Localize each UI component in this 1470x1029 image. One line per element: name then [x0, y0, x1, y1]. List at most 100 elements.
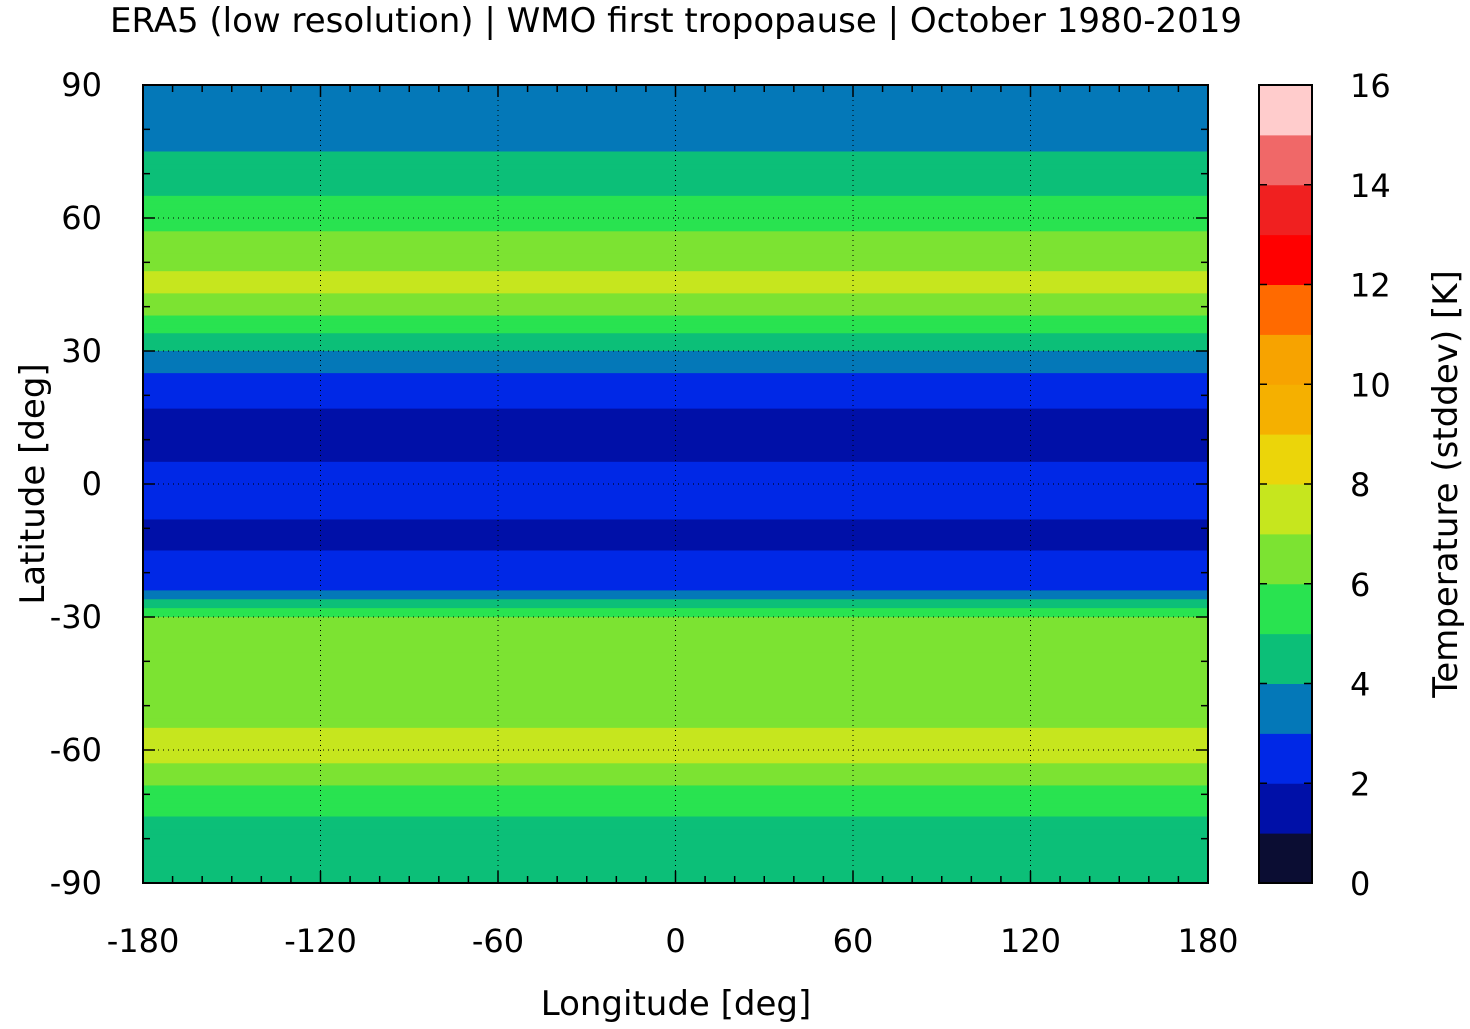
heatmap-cell [143, 461, 1208, 467]
x-tick-label: -180 [107, 922, 180, 960]
heatmap-cell [143, 249, 1208, 255]
heatmap-cell [143, 173, 1208, 179]
colorbar-segment [1259, 134, 1312, 186]
heatmap-cell [143, 280, 1208, 286]
heatmap-cell [143, 311, 1208, 317]
heatmap-cell [143, 129, 1208, 135]
heatmap-cell [143, 630, 1208, 636]
heatmap-cell [143, 319, 1208, 325]
heatmap-cell [143, 670, 1208, 676]
heatmap-cell [143, 382, 1208, 388]
heatmap-cell [143, 262, 1208, 268]
heatmap-cell [143, 497, 1208, 503]
heatmap-cell [143, 741, 1208, 747]
heatmap-cell [143, 656, 1208, 662]
heatmap-cell [143, 466, 1208, 472]
heatmap-cell [143, 408, 1208, 414]
heatmap-cell [143, 470, 1208, 476]
heatmap-cell [143, 745, 1208, 751]
heatmap-cell [143, 603, 1208, 609]
heatmap-cell [143, 116, 1208, 122]
heatmap-cell [143, 523, 1208, 529]
heatmap-cell [143, 204, 1208, 210]
heatmap-cell [143, 288, 1208, 294]
heatmap-cell [143, 856, 1208, 862]
x-tick-label: 120 [1000, 922, 1061, 960]
heatmap-cell [143, 661, 1208, 667]
heatmap-cell [143, 550, 1208, 556]
colorbar-segment [1259, 184, 1312, 236]
x-tick-label: 0 [665, 922, 685, 960]
colorbar-segment [1259, 833, 1312, 884]
heatmap-cell [143, 736, 1208, 742]
heatmap-cell [143, 364, 1208, 370]
heatmap-cell [143, 750, 1208, 756]
heatmap-cell [143, 324, 1208, 330]
heatmap-cell [143, 244, 1208, 250]
colorbar-label: Temperature (stddev) [K] [1426, 270, 1466, 699]
heatmap-cell [143, 151, 1208, 157]
heatmap-cell [143, 643, 1208, 649]
x-tick-label: -120 [284, 922, 357, 960]
heatmap-cell [143, 585, 1208, 591]
heatmap-cell [143, 860, 1208, 866]
heatmap-cell [143, 475, 1208, 481]
heatmap-cell [143, 696, 1208, 702]
heatmap-cell [143, 351, 1208, 357]
heatmap-cell [143, 160, 1208, 166]
heatmap-cell [143, 430, 1208, 436]
heatmap-cell [143, 266, 1208, 272]
heatmap-cell [143, 328, 1208, 334]
colorbar-segment [1259, 334, 1312, 385]
heatmap-cell [143, 390, 1208, 396]
colorbar-segment [1259, 484, 1312, 535]
heatmap-cell [143, 315, 1208, 321]
heatmap-cell [143, 510, 1208, 516]
heatmap-cell [143, 652, 1208, 658]
heatmap-cell [143, 701, 1208, 707]
heatmap-cell [143, 772, 1208, 778]
heatmap-cell [143, 559, 1208, 565]
heatmap-cell [143, 191, 1208, 197]
heatmap-cell [143, 794, 1208, 800]
heatmap-cell [143, 705, 1208, 711]
heatmap-cell [143, 147, 1208, 153]
colorbar-segment [1259, 583, 1312, 635]
heatmap-cell [143, 599, 1208, 605]
heatmap-cell [143, 541, 1208, 547]
heatmap-cell [143, 444, 1208, 450]
colorbar [1259, 85, 1312, 884]
heatmap-cell [143, 825, 1208, 831]
heatmap-cell [143, 820, 1208, 826]
heatmap-cell [143, 368, 1208, 374]
colorbar-tick-label: 14 [1350, 167, 1391, 205]
heatmap-cell [143, 718, 1208, 724]
heatmap-cell [143, 231, 1208, 237]
heatmap-cell [143, 124, 1208, 130]
heatmap-cell [143, 222, 1208, 228]
heatmap-cell [143, 155, 1208, 161]
heatmap-cell [143, 838, 1208, 844]
heatmap-cell [143, 581, 1208, 587]
heatmap-cell [143, 621, 1208, 627]
colorbar-tick-label: 16 [1350, 67, 1391, 105]
heatmap-cell [143, 546, 1208, 552]
y-axis-label: Latitude [deg] [13, 363, 53, 604]
x-axis-label: Longitude [deg] [541, 984, 812, 1024]
heatmap-cell [143, 710, 1208, 716]
heatmap-cell [143, 554, 1208, 560]
heatmap-cell [143, 515, 1208, 521]
heatmap-cell [143, 519, 1208, 525]
colorbar-segment [1259, 683, 1312, 734]
heatmap-cell [143, 111, 1208, 117]
heatmap-cell [143, 342, 1208, 348]
heatmap-cell [143, 674, 1208, 680]
colorbar-tick-label: 4 [1350, 666, 1370, 704]
colorbar-tick-label: 10 [1350, 366, 1391, 404]
heatmap-cell [143, 133, 1208, 139]
colorbar-segment [1259, 85, 1312, 136]
colorbar-tick-labels: 16 14 12 10 8 6 4 2 0 [1259, 67, 1391, 903]
heatmap-cell [143, 665, 1208, 671]
heatmap-layer [143, 85, 1208, 884]
